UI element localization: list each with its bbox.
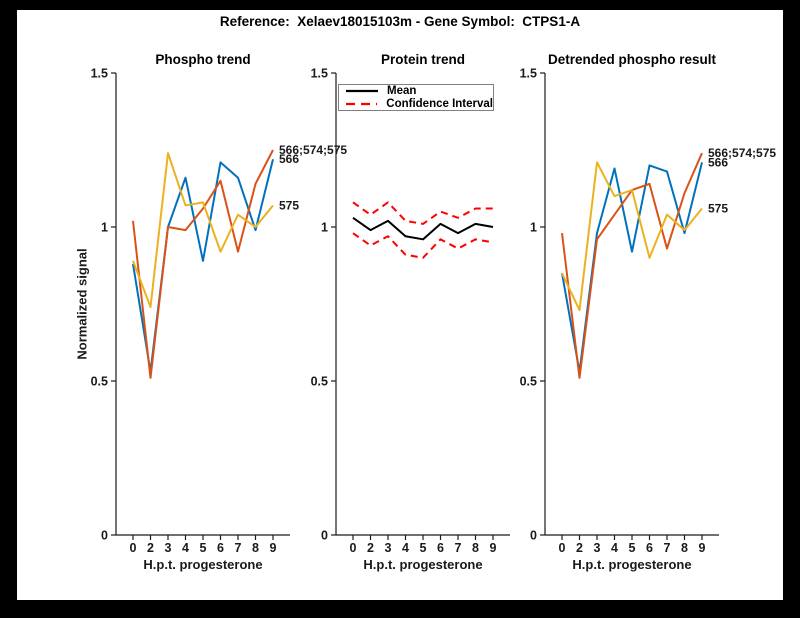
y-tick-label: 1	[530, 221, 537, 235]
x-axis-label-protein: H.p.t. progesterone	[363, 557, 483, 572]
line-end-label-566: 566	[279, 152, 299, 166]
x-tick-label: 8	[681, 541, 688, 555]
line-end-label-566: 566	[708, 155, 728, 169]
x-tick-label: 0	[559, 541, 566, 555]
x-tick-label: 2	[367, 541, 374, 555]
x-tick-label: 0	[130, 541, 137, 555]
x-tick-label: 9	[270, 541, 277, 555]
x-tick-label: 4	[182, 541, 189, 555]
x-tick-label: 7	[235, 541, 242, 555]
line-end-label-566;574;575: 566;574;575	[279, 143, 347, 157]
y-tick-label: 1.5	[91, 67, 108, 81]
series-line-566;574;575	[132, 149, 274, 379]
x-tick-label: 0	[350, 541, 357, 555]
line-end-label-566;574;575: 566;574;575	[708, 146, 776, 160]
x-tick-label: 9	[490, 541, 497, 555]
y-tick-label: 0	[321, 529, 328, 543]
x-tick-label: 3	[165, 541, 172, 555]
y-tick-label: 0	[101, 529, 108, 543]
series-line-575	[561, 161, 703, 312]
x-tick-label: 6	[437, 541, 444, 555]
x-tick-label: 5	[420, 541, 427, 555]
x-tick-label: 7	[664, 541, 671, 555]
x-tick-label: 2	[576, 541, 583, 555]
y-tick-label: 0.5	[311, 375, 328, 389]
subplot-title-detrended: Detrended phospho result	[547, 52, 716, 67]
x-axis-label-detrended: H.p.t. progesterone	[572, 557, 692, 572]
x-tick-label: 5	[629, 541, 636, 555]
series-line-CI-lower	[352, 232, 494, 259]
line-end-label-575: 575	[708, 202, 728, 216]
x-tick-label: 8	[472, 541, 479, 555]
y-tick-label: 1.5	[311, 67, 328, 81]
x-tick-label: 4	[611, 541, 618, 555]
y-tick-label: 0.5	[520, 375, 537, 389]
x-tick-label: 8	[252, 541, 259, 555]
x-tick-label: 3	[594, 541, 601, 555]
series-line-575	[132, 152, 274, 309]
line-end-label-575: 575	[279, 198, 299, 212]
y-tick-label: 1	[321, 221, 328, 235]
y-tick-label: 1.5	[520, 67, 537, 81]
confidence-interval-dashed-swatch-icon	[346, 102, 378, 105]
x-tick-label: 9	[699, 541, 706, 555]
legend-label-confidence-interval: Confidence Interval	[386, 97, 493, 110]
x-tick-label: 6	[646, 541, 653, 555]
mean-line-swatch-icon	[346, 90, 378, 93]
y-tick-label: 1	[101, 221, 108, 235]
x-tick-label: 4	[402, 541, 409, 555]
x-tick-label: 5	[200, 541, 207, 555]
legend-row-confidence-interval: Confidence Interval	[346, 98, 493, 110]
series-line-Mean	[352, 216, 494, 241]
y-tick-label: 0.5	[91, 375, 108, 389]
legend-label-mean: Mean	[387, 85, 417, 98]
series-line-566;574;575	[561, 152, 703, 379]
x-tick-label: 2	[147, 541, 154, 555]
x-axis-label-phospho: H.p.t. progesterone	[143, 557, 263, 572]
x-tick-label: 3	[385, 541, 392, 555]
legend-box: Mean Confidence Interval	[338, 84, 494, 111]
series-line-CI-upper	[352, 201, 493, 225]
subplot-title-protein: Protein trend	[380, 52, 465, 67]
figure-title: Reference: Xelaev18015103m - Gene Symbol…	[219, 14, 581, 29]
x-tick-label: 7	[455, 541, 462, 555]
legend-row-mean: Mean	[346, 85, 493, 97]
y-tick-label: 0	[530, 529, 537, 543]
x-tick-label: 6	[217, 541, 224, 555]
subplot-title-phospho: Phospho trend	[155, 52, 251, 67]
